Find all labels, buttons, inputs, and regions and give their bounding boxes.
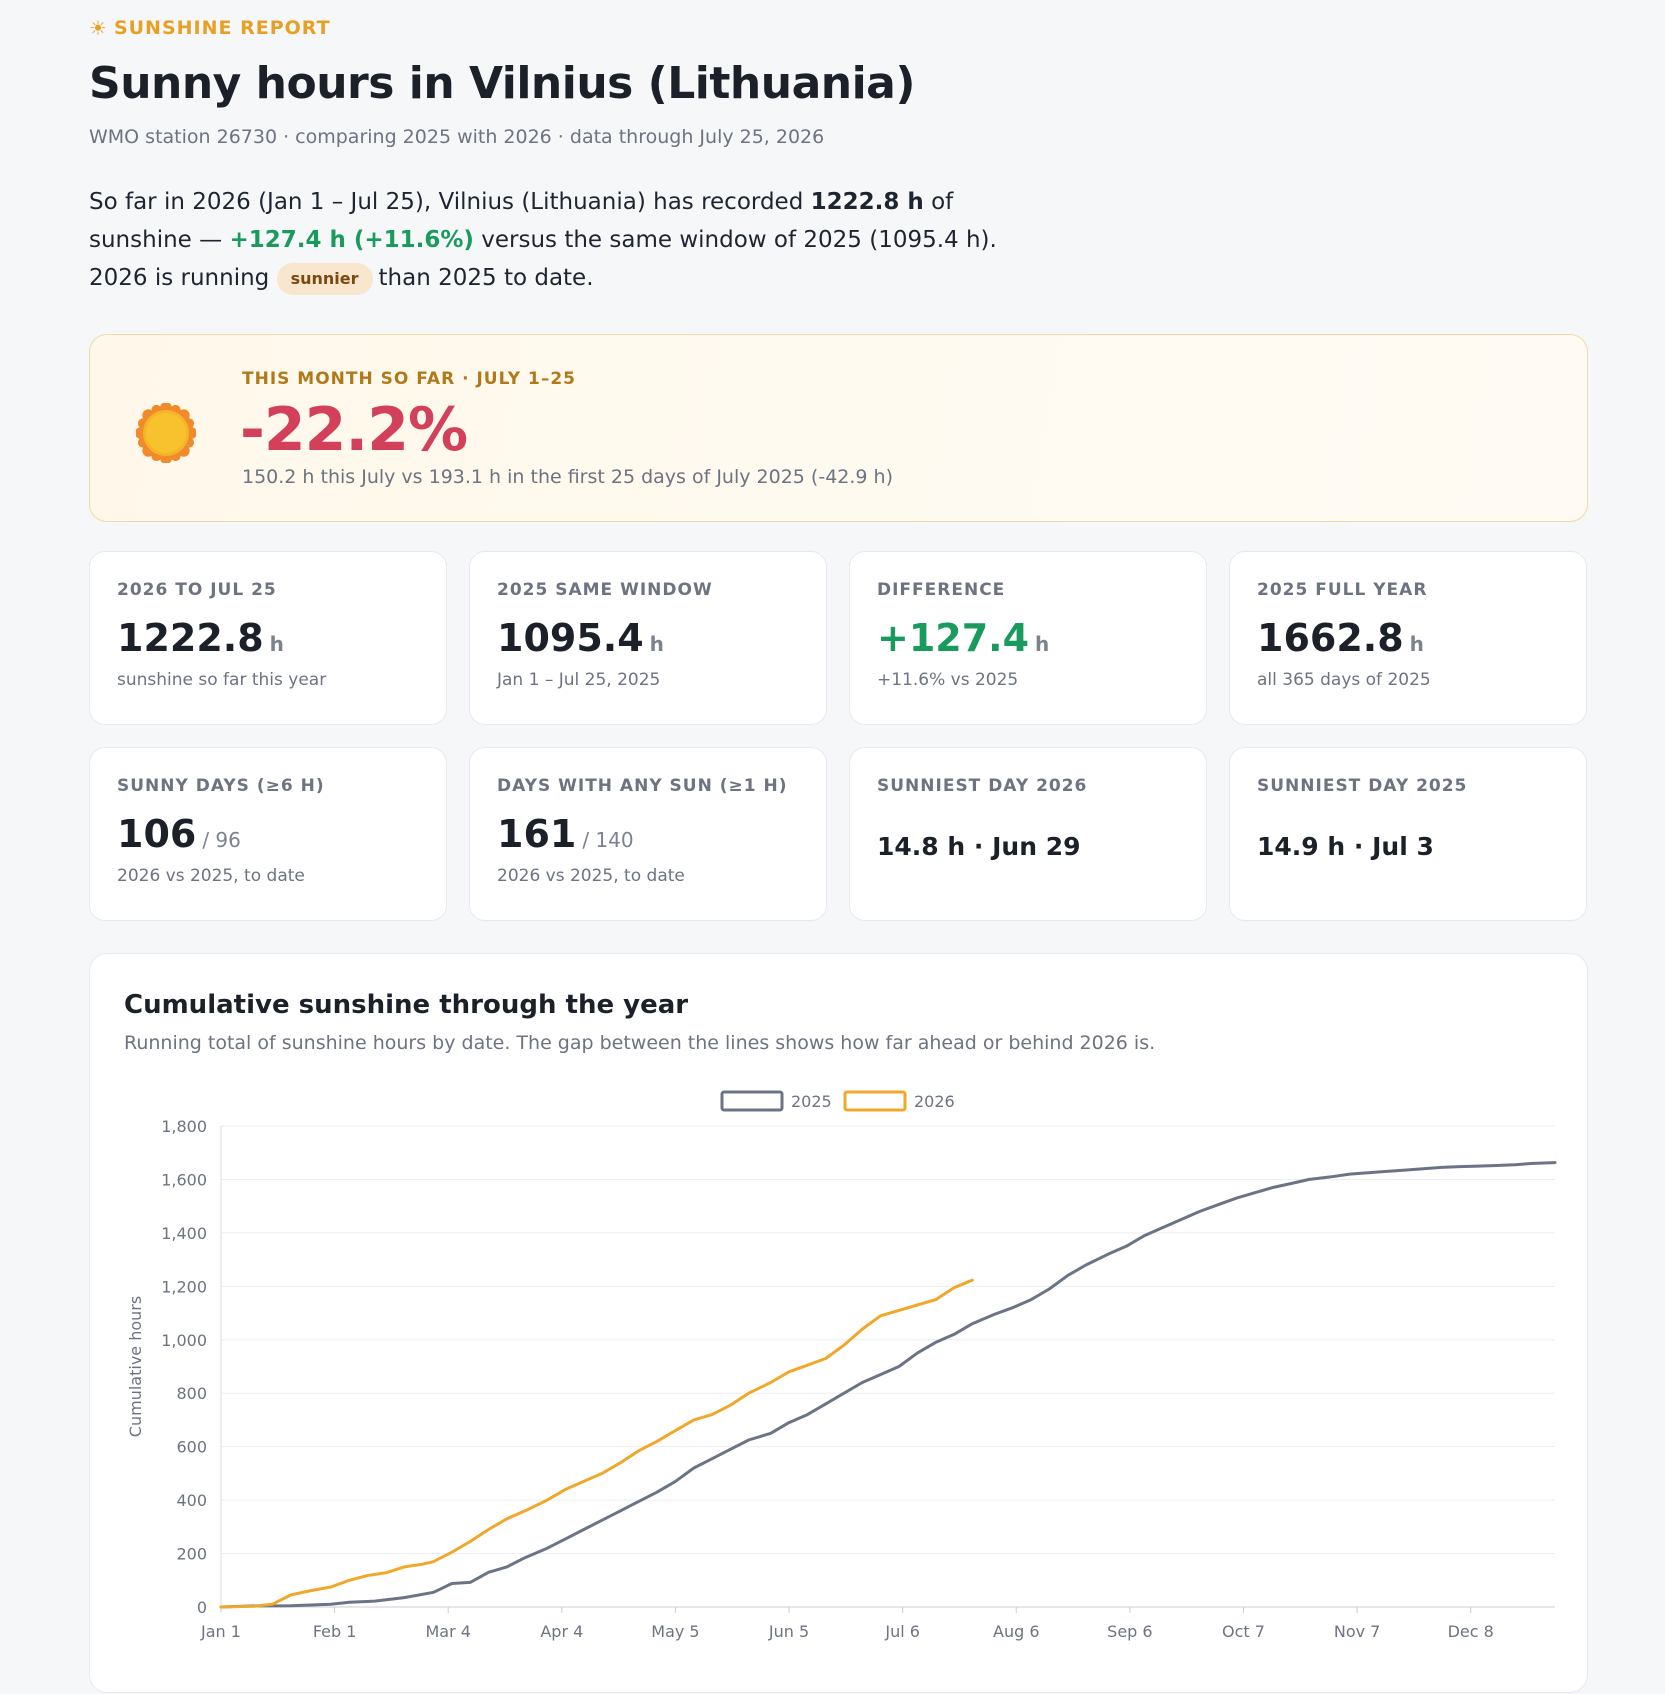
y-tick-label: 1,000 <box>161 1331 207 1350</box>
stat-label: DAYS WITH ANY SUN (≥1 H) <box>497 776 788 796</box>
y-tick-label: 1,400 <box>161 1224 207 1243</box>
stat-card-sunniest-2026: SUNNIEST DAY 2026 14.8 h · Jun 29 <box>849 747 1207 921</box>
y-tick-label: 600 <box>176 1438 207 1457</box>
x-tick-label: Apr 4 <box>540 1622 583 1641</box>
stat-label: SUNNIEST DAY 2026 <box>877 776 1088 796</box>
stat-value: 14.9 h · Jul 3 <box>1257 832 1434 861</box>
y-tick-label: 400 <box>176 1491 207 1510</box>
stat-compare: / 96 <box>202 828 241 852</box>
month-card: THIS MONTH SO FAR · JULY 1–25 -22.2% 150… <box>89 334 1588 522</box>
month-label: THIS MONTH SO FAR · JULY 1–25 <box>242 369 576 389</box>
stat-number: +127.4 <box>877 616 1030 660</box>
x-tick-label: Dec 8 <box>1448 1622 1494 1641</box>
month-percent-change: -22.2% <box>240 395 468 465</box>
stat-sub: Jan 1 – Jul 25, 2025 <box>497 670 661 690</box>
stat-label: 2026 TO JUL 25 <box>117 580 277 600</box>
x-tick-label: Jan 1 <box>200 1622 241 1641</box>
y-tick-label: 1,200 <box>161 1277 207 1296</box>
month-note: 150.2 h this July vs 193.1 h in the firs… <box>242 466 894 488</box>
summary-text-2: of sunshine — <box>89 189 954 253</box>
x-tick-label: Oct 7 <box>1222 1622 1265 1641</box>
x-tick-label: Jul 6 <box>884 1622 920 1641</box>
summary-delta: +127.4 h (+11.6%) <box>229 227 474 253</box>
sun-illustration-icon <box>136 403 196 463</box>
stat-card-sunniest-2025: SUNNIEST DAY 2025 14.9 h · Jul 3 <box>1229 747 1587 921</box>
stat-label: SUNNIEST DAY 2025 <box>1257 776 1468 796</box>
stat-sub: 2026 vs 2025, to date <box>497 866 685 886</box>
stat-value: 1095.4 h <box>497 616 664 660</box>
x-tick-label: Aug 6 <box>993 1622 1040 1641</box>
stat-card-sunny-days: SUNNY DAYS (≥6 H) 106/ 96 2026 vs 2025, … <box>89 747 447 921</box>
stat-value: 106/ 96 <box>117 812 241 856</box>
summary-text-3: versus the same window of 2025 (1095.4 h… <box>89 227 997 291</box>
legend-swatch-2026 <box>843 1090 907 1112</box>
stat-sub: 2026 vs 2025, to date <box>117 866 305 886</box>
report-eyebrow: ☀ SUNSHINE REPORT <box>89 16 331 40</box>
stat-number: 1095.4 <box>497 616 644 660</box>
stat-sub: sunshine so far this year <box>117 670 327 690</box>
y-axis-label: Cumulative hours <box>126 1296 145 1437</box>
x-tick-label: Jun 5 <box>768 1622 809 1641</box>
stat-compare: / 140 <box>582 828 634 852</box>
x-tick-label: Nov 7 <box>1334 1622 1381 1641</box>
legend-label-2025: 2025 <box>791 1092 832 1111</box>
stat-unit: h <box>1035 632 1050 656</box>
stat-number: 161 <box>497 812 577 856</box>
stat-sub: +11.6% vs 2025 <box>877 670 1019 690</box>
stat-unit: h <box>269 632 284 656</box>
page-subtitle: WMO station 26730 · comparing 2025 with … <box>89 126 825 148</box>
chart-card: Cumulative sunshine through the year Run… <box>89 953 1588 1693</box>
y-tick-label: 200 <box>176 1545 207 1564</box>
summary-paragraph: So far in 2026 (Jan 1 – Jul 25), Vilnius… <box>89 183 1049 297</box>
stat-card-days-any-sun: DAYS WITH ANY SUN (≥1 H) 161/ 140 2026 v… <box>469 747 827 921</box>
sun-icon: ☀ <box>89 16 108 40</box>
stat-number: 106 <box>117 812 197 856</box>
stat-label: 2025 FULL YEAR <box>1257 580 1428 600</box>
chart-subtitle: Running total of sunshine hours by date.… <box>124 1032 1156 1054</box>
stat-card-2026-to-date: 2026 TO JUL 25 1222.8 h sunshine so far t… <box>89 551 447 725</box>
stat-unit: h <box>649 632 664 656</box>
verdict-badge: sunnier <box>276 262 373 295</box>
stat-value: 161/ 140 <box>497 812 634 856</box>
page-title: Sunny hours in Vilnius (Lithuania) <box>89 58 915 109</box>
summary-text-4: than 2025 to date. <box>378 265 594 291</box>
stat-card-2025-same-window: 2025 SAME WINDOW 1095.4 h Jan 1 – Jul 25,… <box>469 551 827 725</box>
stat-sub: all 365 days of 2025 <box>1257 670 1431 690</box>
stat-unit: h <box>1409 632 1424 656</box>
legend-label-2026: 2026 <box>914 1092 955 1111</box>
summary-text-1: So far in 2026 (Jan 1 – Jul 25), Vilnius… <box>89 189 811 215</box>
series-line-2025 <box>219 1161 1557 1609</box>
x-tick-label: Feb 1 <box>313 1622 357 1641</box>
stat-number: 1222.8 <box>117 616 264 660</box>
x-tick-label: May 5 <box>651 1622 699 1641</box>
chart-title: Cumulative sunshine through the year <box>124 990 689 1020</box>
stat-value: 1662.8 h <box>1257 616 1424 660</box>
stat-label: DIFFERENCE <box>877 580 1006 600</box>
series-line-2026 <box>219 1278 974 1609</box>
stat-value: 1222.8 h <box>117 616 284 660</box>
x-tick-label: Mar 4 <box>425 1622 470 1641</box>
x-tick-label: Sep 6 <box>1107 1622 1152 1641</box>
cumulative-sunshine-chart: 0 200 400 600 800 1,000 1,200 1,400 1,600 1,800 Ja… <box>126 1090 1557 1641</box>
stat-value: +127.4 h <box>877 616 1049 660</box>
y-tick-label: 800 <box>176 1384 207 1403</box>
y-tick-label: 1,800 <box>161 1117 207 1136</box>
stat-number: 1662.8 <box>1257 616 1404 660</box>
stat-value: 14.8 h · Jun 29 <box>877 832 1081 861</box>
y-tick-label: 0 <box>197 1598 207 1617</box>
stat-label: SUNNY DAYS (≥6 H) <box>117 776 325 796</box>
eyebrow-text: SUNSHINE REPORT <box>113 17 331 39</box>
legend-swatch-2025 <box>720 1090 784 1112</box>
stat-label: 2025 SAME WINDOW <box>497 580 713 600</box>
y-tick-label: 1,600 <box>161 1170 207 1189</box>
stat-card-difference: DIFFERENCE +127.4 h +11.6% vs 2025 <box>849 551 1207 725</box>
stat-card-2025-full-year: 2025 FULL YEAR 1662.8 h all 365 days of 2… <box>1229 551 1587 725</box>
summary-total: 1222.8 h <box>810 189 924 215</box>
